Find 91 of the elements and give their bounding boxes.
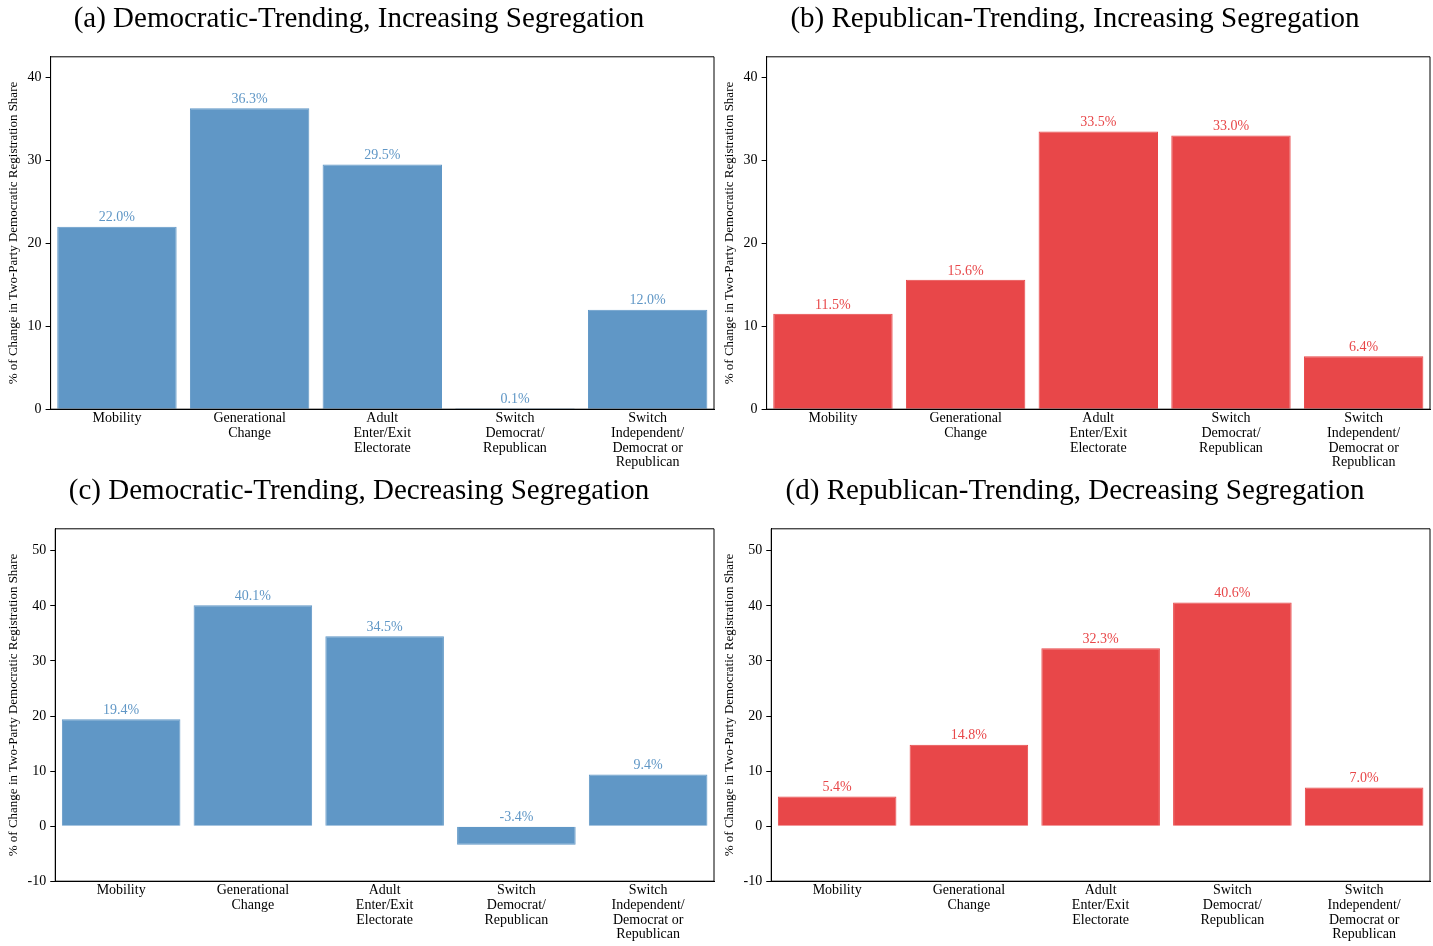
data-label: 22.0% — [98, 209, 136, 225]
y-axis-title: % of Change in Two-Party Democratic Registration Share — [721, 81, 737, 385]
data-label: 15.6% — [947, 262, 985, 278]
bar — [587, 309, 708, 409]
y-tick-label: 40 — [32, 597, 47, 613]
x-tick-label: Switch Independent/ Democrat or Republican — [1327, 882, 1401, 942]
bar — [457, 826, 576, 845]
data-label: 6.4% — [1349, 338, 1379, 354]
data-label: 40.6% — [1214, 585, 1251, 601]
chart-title: (a) Democratic-Trending, Increasing Segregation — [73, 1, 645, 35]
bar — [1173, 602, 1292, 826]
y-tick-label: 50 — [748, 542, 763, 558]
y-tick-label: 0 — [750, 400, 758, 416]
data-label: 34.5% — [366, 618, 404, 634]
x-tick-label: Mobility — [92, 410, 142, 426]
bar — [61, 719, 181, 826]
x-tick-label: Generational Change — [929, 410, 1002, 440]
bar — [1038, 131, 1159, 409]
x-tick-label: Switch Independent/ Democrat or Republican — [1327, 410, 1401, 470]
data-label: 7.0% — [1349, 770, 1380, 786]
bar — [193, 605, 313, 826]
x-tick-label: Adult Enter/Exit Electorate — [1069, 410, 1128, 455]
data-label: 5.4% — [822, 779, 853, 795]
x-tick-label: Adult Enter/Exit Electorate — [355, 882, 414, 927]
y-tick-label: -10 — [27, 872, 47, 888]
bar — [909, 744, 1029, 826]
data-label: 40.1% — [234, 588, 272, 604]
y-tick-label: 40 — [748, 597, 763, 613]
bar — [588, 774, 708, 826]
data-label: 33.0% — [1212, 118, 1250, 134]
y-tick-label: 30 — [32, 652, 47, 668]
bar — [777, 796, 897, 826]
y-axis-title: % of Change in Two-Party Democratic Registration Share — [721, 553, 737, 857]
x-tick-label: Mobility — [96, 882, 146, 898]
bar — [1041, 648, 1160, 826]
x-tick-label: Switch Democrat/ Republican — [1199, 410, 1263, 455]
chart-title: (c) Democratic-Trending, Decreasing Segregation — [68, 473, 650, 507]
data-label: 29.5% — [364, 147, 401, 163]
y-tick-label: 50 — [32, 542, 47, 558]
x-tick-label: Generational Change — [216, 882, 290, 912]
y-tick-label: 10 — [27, 317, 42, 333]
data-label: -3.4% — [499, 809, 534, 825]
y-tick-label: 10 — [748, 762, 763, 778]
y-tick-label: 20 — [27, 235, 42, 251]
y-tick-label: 10 — [32, 762, 47, 778]
x-tick-label: Mobility — [812, 882, 862, 898]
bar — [322, 164, 443, 409]
y-tick-label: 20 — [743, 235, 758, 251]
x-tick-label: Adult Enter/Exit Electorate — [1071, 882, 1130, 927]
y-tick-label: 0 — [39, 817, 47, 833]
y-tick-label: 40 — [743, 69, 758, 85]
chart-title: (d) Republican-Trending, Decreasing Segregation — [785, 473, 1365, 507]
bar — [325, 636, 444, 826]
bar — [1304, 787, 1424, 826]
data-label: 12.0% — [629, 292, 667, 308]
x-tick-label: Switch Democrat/ Republican — [1200, 882, 1265, 927]
x-tick-label: Switch Democrat/ Republican — [484, 882, 549, 927]
y-tick-label: 10 — [743, 317, 758, 333]
y-tick-label: 0 — [755, 817, 763, 833]
y-axis-title: % of Change in Two-Party Democratic Registration Share — [5, 81, 21, 385]
bar — [773, 313, 893, 409]
x-tick-label: Switch Independent/ Democrat or Republican — [611, 882, 685, 942]
y-tick-label: 0 — [34, 400, 42, 416]
x-tick-label: Adult Enter/Exit Electorate — [353, 410, 412, 455]
data-label: 9.4% — [633, 757, 664, 773]
data-label: 11.5% — [815, 296, 852, 312]
bar — [189, 108, 310, 409]
bar — [57, 226, 177, 409]
x-tick-label: Mobility — [808, 410, 858, 426]
data-label: 14.8% — [950, 727, 988, 743]
y-tick-label: 30 — [27, 152, 42, 168]
x-tick-label: Switch Independent/ Democrat or Republican — [611, 410, 685, 470]
y-tick-label: 20 — [32, 707, 47, 723]
data-label: 36.3% — [231, 90, 269, 106]
y-tick-label: 30 — [748, 652, 763, 668]
bar — [905, 279, 1026, 409]
data-label: 33.5% — [1080, 114, 1117, 130]
chart-title: (b) Republican-Trending, Increasing Segregation — [790, 1, 1361, 35]
x-tick-label: Generational Change — [213, 410, 286, 440]
bar — [1303, 356, 1424, 409]
data-label: 32.3% — [1082, 630, 1120, 646]
data-label: 19.4% — [103, 701, 140, 717]
bar — [1171, 135, 1291, 409]
data-label: 0.1% — [500, 391, 530, 407]
x-tick-label: Generational Change — [932, 882, 1006, 912]
y-tick-label: -10 — [743, 872, 763, 888]
y-tick-label: 20 — [748, 707, 763, 723]
y-tick-label: 40 — [27, 69, 42, 85]
x-tick-label: Switch Democrat/ Republican — [483, 410, 547, 455]
y-tick-label: 30 — [743, 152, 758, 168]
y-axis-title: % of Change in Two-Party Democratic Registration Share — [5, 553, 21, 857]
